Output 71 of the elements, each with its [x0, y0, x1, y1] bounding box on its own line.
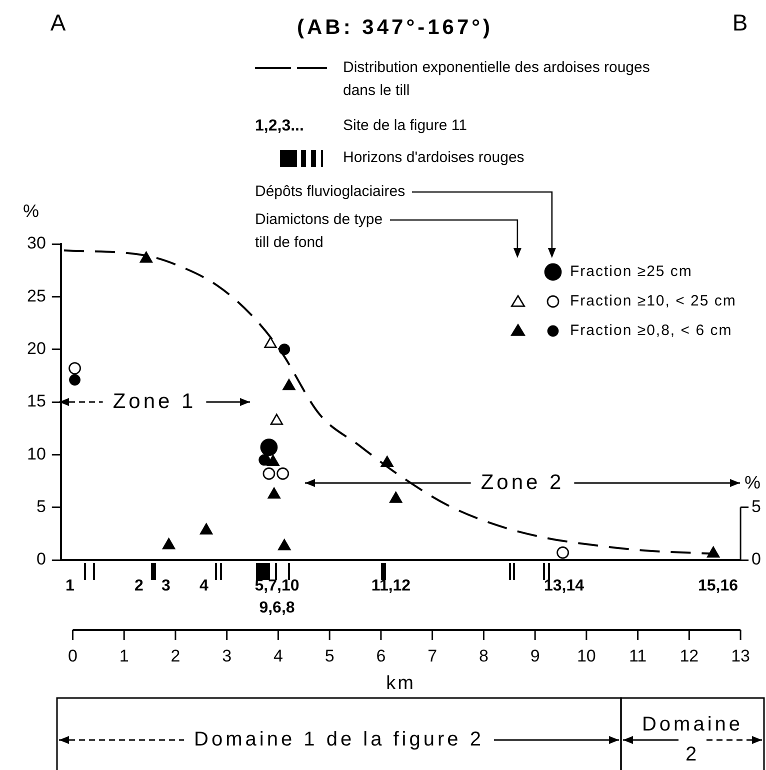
- legend-label: Distribution exponentielle des ardoises rouges dans le till: [343, 59, 650, 100]
- x-axis-title: km: [386, 673, 416, 694]
- point: [258, 454, 270, 466]
- x-tick-label: 8: [478, 646, 488, 666]
- text: 9,6,8: [259, 599, 295, 616]
- text: Dépôts fluvioglaciaires: [255, 183, 406, 200]
- text: 13,14: [544, 577, 584, 594]
- point: [68, 362, 81, 374]
- text: 11,12: [371, 577, 411, 594]
- point: [278, 344, 290, 356]
- x-tick-label: 2: [170, 646, 180, 666]
- text: 2: [134, 577, 144, 594]
- x-tick-label: 7: [428, 646, 438, 666]
- x-tick-label: 0: [68, 646, 78, 666]
- text: 1: [66, 577, 75, 594]
- point: [69, 374, 80, 386]
- text: 3: [162, 577, 171, 594]
- x-tick-label: 5: [324, 646, 334, 666]
- legend-label: Fraction ≥0,8, < 6 cm: [570, 322, 732, 340]
- point: [266, 454, 280, 466]
- text: 5,7,10: [254, 577, 300, 594]
- legend-label: Fraction ≥25 cm: [570, 263, 692, 280]
- annotation: Diamictons de type till de fond: [255, 211, 383, 252]
- text: 1,2,3...: [255, 117, 304, 134]
- y-tick-label: 30: [26, 234, 46, 253]
- point: [380, 456, 394, 468]
- chart-title: (AB: 347°-167°): [296, 16, 494, 39]
- text: Domaine 1 de la figure 2: [194, 728, 484, 751]
- y-tick-label: 10: [26, 444, 46, 464]
- point: [162, 538, 176, 550]
- y-tick-label: 25: [26, 286, 46, 306]
- point: [264, 336, 277, 348]
- legend-label: Fraction ≥10, < 25 cm: [570, 292, 736, 310]
- point: [200, 523, 213, 534]
- text: A: [50, 9, 66, 36]
- y2-tick-label: 5: [752, 497, 762, 516]
- y2-tick-label: 0: [752, 550, 762, 569]
- y-tick-label: 0: [36, 550, 46, 569]
- point: [270, 414, 283, 425]
- point: [260, 438, 278, 456]
- x-tick-label: 13: [731, 646, 750, 666]
- x-tick-label: 3: [222, 646, 232, 666]
- point: [282, 379, 296, 390]
- annotation: Zone 1: [112, 390, 196, 413]
- point: [276, 467, 290, 480]
- y-axis-title: %: [22, 200, 40, 221]
- x-tick-label: 11: [628, 646, 647, 666]
- point: [390, 492, 402, 503]
- y2-axis-title: %: [744, 472, 761, 492]
- x-tick-label: 12: [680, 646, 699, 666]
- x-tick-label: 6: [376, 646, 386, 666]
- point: [262, 467, 276, 480]
- y-tick-label: 15: [26, 392, 46, 411]
- text: 15,16: [698, 577, 738, 594]
- x-tick-label: 10: [576, 646, 596, 666]
- text: Horizons d'ardoises rouges: [343, 149, 524, 166]
- point: [140, 252, 153, 263]
- text: Domaine 2: [642, 714, 744, 766]
- y-tick-label: 20: [26, 339, 46, 358]
- text: B: [732, 9, 748, 36]
- y-tick-label: 5: [36, 497, 46, 516]
- annotation: Zone 2: [480, 470, 564, 494]
- point: [706, 546, 720, 558]
- text: Site de la figure 11: [343, 117, 467, 134]
- point: [556, 546, 569, 559]
- text: 4: [200, 577, 209, 594]
- x-tick-label: 9: [530, 646, 540, 666]
- x-tick-label: 1: [119, 646, 129, 666]
- point: [278, 539, 291, 550]
- point: [268, 487, 280, 499]
- x-tick-label: 4: [273, 646, 283, 666]
